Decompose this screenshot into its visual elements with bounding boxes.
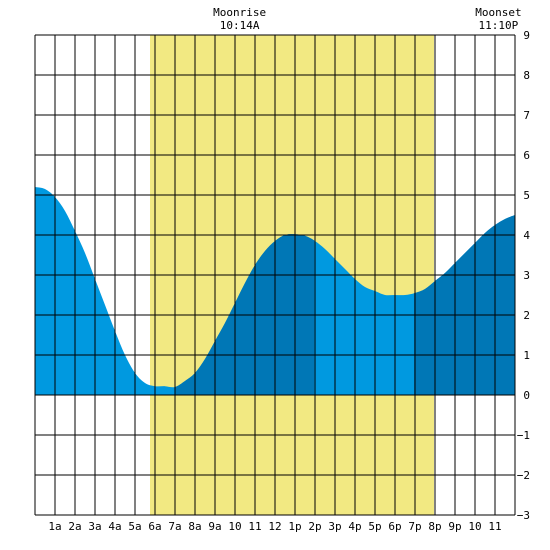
x-tick-label: 1p	[288, 520, 301, 533]
x-tick-label: 3p	[328, 520, 341, 533]
x-tick-label: 7a	[168, 520, 181, 533]
x-axis-labels: 1a 2a 3a 4a 5a 6a 7a 8a 9a 10 11 12 1p 2p 3p 4p 5p 6p 7p 8p…	[48, 520, 501, 533]
x-tick-label: 6a	[148, 520, 161, 533]
y-tick-label: 5	[523, 189, 530, 202]
x-tick-label: 9a	[208, 520, 221, 533]
x-tick-label: 8p	[428, 520, 441, 533]
y-tick-label: 6	[523, 149, 530, 162]
x-tick-label: 5p	[368, 520, 381, 533]
y-tick-label: 9	[523, 29, 530, 42]
x-tick-label: 8a	[188, 520, 201, 533]
moonset-label: Moonset	[475, 6, 521, 19]
x-tick-label: 2a	[68, 520, 81, 533]
moonset-time: 11:10P	[479, 19, 519, 32]
y-tick-label: 7	[523, 109, 530, 122]
x-tick-label: 4a	[108, 520, 121, 533]
y-tick-label: 1	[523, 349, 530, 362]
y-tick-label: −2	[517, 469, 530, 482]
y-axis-labels: 9 8 7 6 5 4 3 2 1 0 −1 −2 −3	[517, 29, 531, 522]
y-tick-label: 8	[523, 69, 530, 82]
x-tick-label: 7p	[408, 520, 421, 533]
y-tick-label: −3	[517, 509, 530, 522]
y-tick-label: 0	[523, 389, 530, 402]
x-tick-label: 10	[228, 520, 241, 533]
x-tick-label: 2p	[308, 520, 321, 533]
x-tick-label: 9p	[448, 520, 461, 533]
x-tick-label: 1a	[48, 520, 61, 533]
y-tick-label: 3	[523, 269, 530, 282]
x-tick-label: 3a	[88, 520, 101, 533]
x-tick-label: 6p	[388, 520, 401, 533]
x-tick-label: 4p	[348, 520, 361, 533]
y-tick-label: 2	[523, 309, 530, 322]
moonrise-label: Moonrise	[213, 6, 266, 19]
x-tick-label: 10	[468, 520, 481, 533]
y-tick-label: −1	[517, 429, 530, 442]
grid	[34, 34, 516, 516]
moonrise-time: 10:14A	[220, 19, 260, 32]
x-tick-label: 5a	[128, 520, 141, 533]
x-tick-label: 11	[248, 520, 261, 533]
x-tick-label: 12	[268, 520, 281, 533]
y-tick-label: 4	[523, 229, 530, 242]
tide-area-dark-band	[414, 215, 515, 395]
x-tick-label: 11	[488, 520, 501, 533]
